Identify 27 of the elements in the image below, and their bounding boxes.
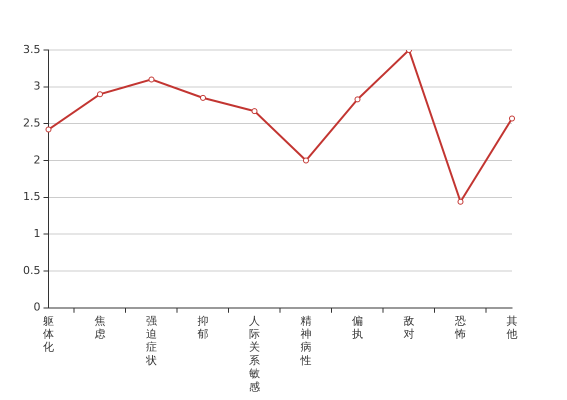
y-tick-label: 3.5 [22,42,40,56]
point [302,157,309,164]
x-tick-label: 强迫症状 [144,314,157,367]
x-tick-label: 其他 [506,314,518,340]
point [251,108,258,114]
y-tick-label: 2.5 [22,116,40,130]
point [354,96,360,102]
point [200,94,206,101]
y-tick-label: 0 [33,300,40,314]
y-tick-label: 3 [33,80,40,93]
point [96,91,103,98]
x-tick-label: 抑郁 [197,314,208,340]
y-tick-label: 2 [33,153,40,166]
y-tick-label: 1.5 [22,190,40,204]
point [45,126,52,133]
x-tick-label: 偏执 [352,314,363,340]
x-tick-label: 躯体化 [42,314,54,354]
x-tick-label: 敌对 [404,314,414,340]
point [458,198,464,205]
x-tick-label: 精神病性 [299,314,312,367]
y-tick-label: 1 [33,227,40,240]
x-tick-label: 恐怖 [454,314,466,340]
x-tick-label: 焦虑 [94,314,106,340]
y-tick-label: 0.5 [22,264,40,277]
point [509,116,515,122]
x-tick-label: 人际关系敏感 [248,314,260,394]
point [148,76,154,82]
